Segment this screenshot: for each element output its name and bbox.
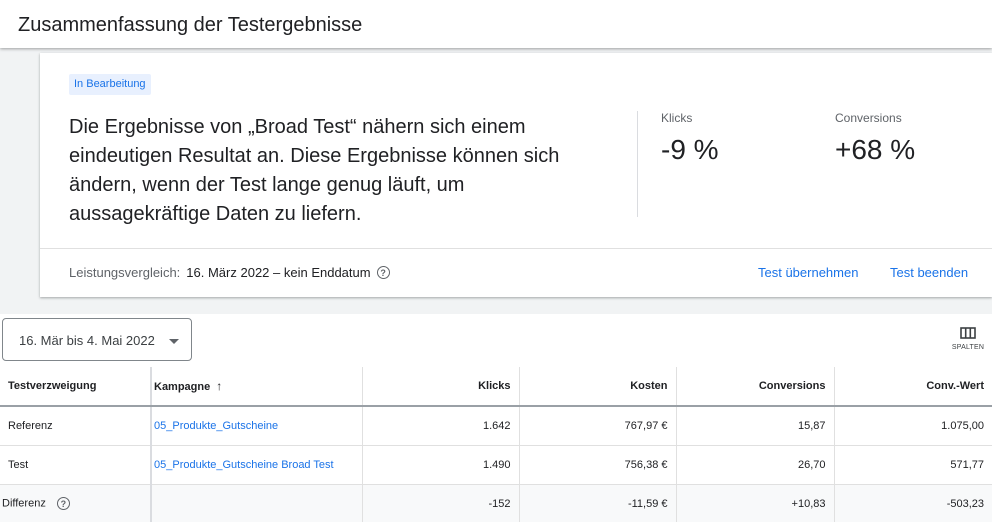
date-range-select[interactable]: 16. Mär bis 4. Mai 2022 [2,318,192,361]
page-title: Zusammenfassung der Testergebnisse [18,14,363,36]
row-conversions: 26,70 [676,445,835,485]
card-divider [40,248,992,249]
help-icon[interactable]: ? [56,497,70,510]
top-bar: Zusammenfassung der Testergebnisse [0,0,992,48]
row-cost: -11,59 € [519,484,677,522]
column-header-conv-value[interactable]: Conv.-Wert [834,367,992,407]
columns-label: SPALTEN [951,344,985,351]
end-test-button[interactable]: Test beenden [890,265,969,280]
comparison-label: Leistungsvergleich: [69,265,181,280]
metric-clicks-value: -9 % [661,134,719,165]
column-header-campaign[interactable]: Kampagne ↑ [151,367,363,407]
row-conversions: +10,83 [676,484,835,522]
row-clicks: 1.490 [362,445,520,485]
metric-conversions-value: +68 % [835,134,916,165]
status-badge: In Bearbeitung [69,74,151,95]
row-branch: Test [0,445,152,485]
metric-conversions-label: Conversions [835,111,902,125]
column-header-cost[interactable]: Kosten [519,367,677,407]
table-header-row: Testverzweigung Kampagne ↑ Klicks Kosten … [0,367,992,407]
column-header-branch[interactable]: Testverzweigung [0,367,152,407]
table-row-difference: Differenz ? -152 -11,59 € +10,83 -503,23 [0,484,992,522]
dropdown-caret-icon [169,339,179,344]
comparison-range: 16. März 2022 – kein Enddatum [186,265,371,280]
row-conversions: 15,87 [676,406,835,446]
campaign-link[interactable]: 05_Produkte_Gutscheine [154,419,279,432]
metric-clicks-label: Klicks [661,111,693,125]
table-row: Referenz 05_Produkte_Gutscheine 1.642 76… [0,406,992,446]
columns-button[interactable]: SPALTEN [948,326,988,358]
help-icon[interactable]: ? [376,266,390,279]
column-header-clicks[interactable]: Klicks [362,367,520,407]
summary-text: Die Ergebnisse von „Broad Test“ nähern s… [69,116,560,225]
column-header-campaign-label: Kampagne [154,381,211,393]
campaign-link[interactable]: 05_Produkte_Gutscheine Broad Test [154,458,334,471]
date-range-value: 16. Mär bis 4. Mai 2022 [19,333,155,348]
arrow-up-icon: ↑ [216,379,223,393]
table-row: Test 05_Produkte_Gutscheine Broad Test 1… [0,445,992,485]
row-conv-value: -503,23 [834,484,992,522]
results-table: Testverzweigung Kampagne ↑ Klicks Kosten … [0,367,992,522]
comparison-period: Leistungsvergleich: 16. März 2022 – kein… [69,265,390,280]
row-branch: Referenz [0,406,152,446]
row-campaign: 05_Produkte_Gutscheine [151,406,363,446]
metric-conversions: Conversions +68 % [835,111,915,166]
row-clicks: 1.642 [362,406,520,446]
summary-card: In Bearbeitung Die Ergebnisse von „Broad… [40,53,992,297]
apply-test-button[interactable]: Test übernehmen [758,265,859,280]
row-branch-label: Differenz [2,497,46,510]
row-campaign: 05_Produkte_Gutscheine Broad Test [151,445,363,485]
columns-icon [960,327,976,339]
column-header-conversions[interactable]: Conversions [676,367,835,407]
row-campaign [151,484,363,522]
row-cost: 756,38 € [519,445,677,485]
row-clicks: -152 [362,484,520,522]
row-conv-value: 571,77 [834,445,992,485]
row-branch: Differenz ? [0,484,152,522]
row-conv-value: 1.075,00 [834,406,992,446]
vertical-divider [637,111,638,217]
row-cost: 767,97 € [519,406,677,446]
metric-clicks: Klicks -9 % [661,111,719,166]
